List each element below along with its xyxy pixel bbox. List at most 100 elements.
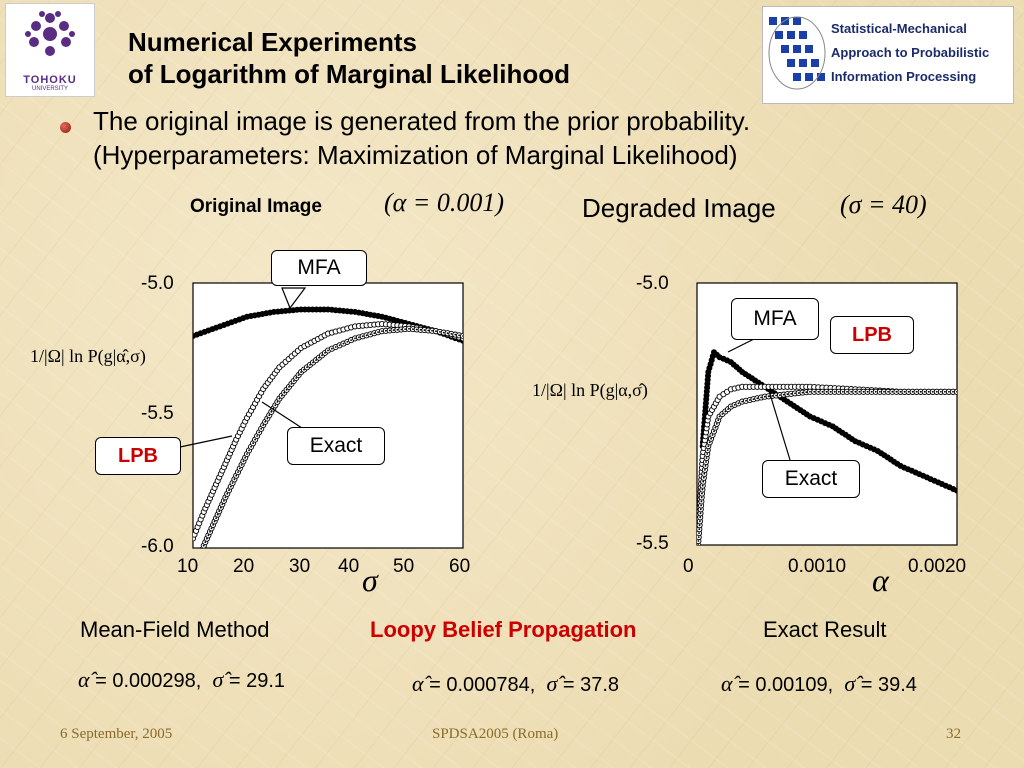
chart-left-exact-point-center [309,364,311,366]
chart-left-exact-point-center [423,329,426,331]
footer-venue: SPDSA2005 (Roma) [432,726,559,742]
chart-left-exact-point-center [228,489,230,492]
chart-right-exact-point-center [704,469,706,471]
title-line-1: Numerical Experiments [128,27,418,57]
chart-left-exact-point-center [207,534,210,537]
chart-right-exact-point-center [891,390,894,393]
chart-right-y-tick-label: -5.5 [636,533,669,554]
chart-left-exact-point-center [292,380,295,382]
chart-right-exact-point-center [903,390,906,393]
chart-left-exact-point-center [213,520,216,523]
logo-university-sub: UNIVERSITY [31,86,68,92]
chart-right-exact-point-center [698,524,701,527]
chart-left-exact-point-center [237,471,239,473]
chart-left-exact-point-center [331,347,333,350]
chart-right-exact-callout: Exact [762,460,860,498]
degraded-image-label: Degraded Image [582,193,776,223]
original-image-label: Original Image [190,196,322,217]
chart-left-exact-point-center [327,349,329,352]
chart-left-exact-point-center [285,388,288,391]
chart-right-exact-point-center [737,402,740,405]
chart-right-exact-pointer [769,393,791,461]
chart-left-x-tick-label: 50 [393,556,415,577]
chart-left-x-tick-label: 30 [289,556,311,577]
chart-right-exact-point-center [825,390,828,393]
chart-right-exact-point-center [794,392,796,395]
method-exact-result: α̂ = 0.00109, σ̂ = 39.4 [721,671,917,696]
slide-title: Numerical Experiments of Logarithm of Ma… [128,26,570,90]
chart-left-exact-point-center [350,339,352,341]
chart-right-x-tick-label: 0 [683,556,694,577]
chart-right-exact-point-center [887,390,889,393]
chart-right-exact-point-center [705,461,707,463]
chart-left-exact-point-center [250,445,253,448]
chart-right-exact-point-center [700,496,703,499]
chart-left-exact-point-center [462,335,463,337]
chart-left-exact-point-center [215,517,218,519]
chart-right-exact-point-center [700,500,703,503]
chart-left-exact-point-center [248,449,250,452]
chart-left-exact-point-center [415,328,418,331]
chart-left-exact-point-center [354,337,356,340]
chart-left-exact-point-center [244,456,247,459]
smapip-line-3: Information Processing [831,69,977,84]
chart-left-exact-point-center [229,485,232,488]
chart-left-y-axis-label: 1/|Ω| ln P(g|α̂,σ) [30,346,146,366]
sigma-hat-symbol: σ̂ [546,671,558,696]
chart-right-lpb-callout: LPB [830,316,914,354]
bullet-icon [60,122,71,133]
chart-left-exact-point-center [280,394,283,397]
chart-left-exact-point-center [442,331,445,334]
exact-sigma-value: 39.4 [877,674,917,696]
chart-left-exact-point [459,332,463,340]
chart-right-exact-point-center [713,430,715,433]
chart-right-exact-point-center [866,390,869,393]
chart-left-exact-callout: Exact [287,427,385,465]
chart-left-exact-point-center [290,383,293,385]
chart-left-exact-point-center [278,397,281,400]
mfa-alpha-value: 0.000298 [112,670,196,692]
chart-right-exact-point-center [862,390,865,393]
chart-right-y-axis-label: 1/|Ω| ln P(g|α,σ̂) [532,380,648,400]
chart-right-exact-point-center [850,390,853,393]
chart-right-exact-point-center [703,472,706,475]
method-exact-name: Exact Result [763,617,887,642]
chart-right-exact-point-center [935,390,938,393]
chart-left-exact-point-center [200,552,202,554]
chart-left-exact-point-center [373,332,376,335]
chart-right-exact-point-center [817,390,820,393]
chart-left-exact-point-center [458,334,460,337]
footer-date: 6 September, 2005 [60,726,173,742]
chart-left-lpb-pointer [179,435,233,448]
footer-page-number: 32 [946,726,961,742]
chart-right-exact-point-center [763,395,766,398]
chart-left-mfa-pointer [281,287,307,310]
chart-right-exact-point-center [842,390,844,393]
chart-right-exact-point-center [711,434,714,436]
lbp-sigma-value: 37.8 [580,674,620,696]
chart-right-exact-point-center [779,394,781,396]
chart-right-exact-point-center [771,395,774,397]
chart-left-exact-point-center [377,331,379,334]
chart-right-mfa-callout: MFA [731,298,819,340]
smapip-line-2: Approach to Probabilistic [831,45,990,60]
chart-right-exact-point-center [721,413,724,415]
chart-right-exact-point-center [854,390,857,393]
chart-left-exact-point-center [240,464,243,466]
alpha-hat-symbol: α̂ [412,671,424,696]
chart-right-exact-point-center [698,528,701,531]
chart-right-x-tick-label: 0.0010 [788,556,847,577]
bullet-line-1: The original image is generated from the… [93,106,751,136]
chart-left-exact-point-center [435,330,437,333]
chart-left-lpb-callout: LPB [95,437,181,475]
chart-left-exact-point-center [206,537,208,540]
title-line-2: of Logarithm of Marginal Likelihood [128,59,570,89]
alpha-hat-symbol: α̂ [721,671,733,696]
chart-left-exact-point [198,551,203,556]
chart-right-exact-point-center [706,449,709,451]
chart-right-exact-point-center [911,390,914,393]
chart-left-y-tick-label: -5.0 [141,273,174,294]
chart-left-exact-point-center [427,329,430,332]
chart-right-exact-point-center [790,392,793,395]
chart-right-exact-point-center [870,390,873,393]
